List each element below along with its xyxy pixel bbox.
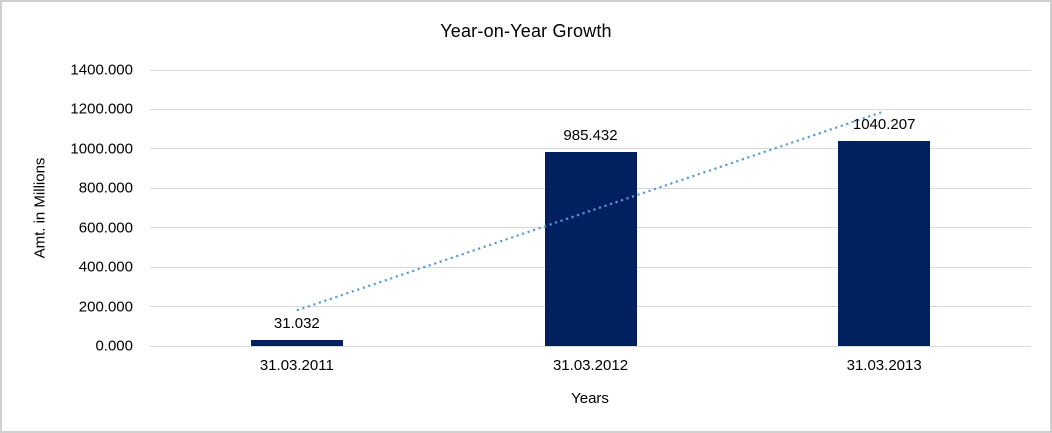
- gridline: [150, 345, 1031, 347]
- data-label: 31.032: [273, 314, 320, 332]
- x-tick-label: 31.03.2011: [259, 357, 334, 374]
- y-axis-tick-labels: 0.000 200.000 400.000 600.000 800.000 1000.00…: [2, 62, 133, 355]
- y-tick-label: 1000.000: [70, 140, 133, 158]
- x-axis-tick-labels: 31.03.2011 31.03.2012 31.03.2013: [150, 357, 1031, 377]
- x-axis-title: Years: [571, 390, 609, 407]
- y-tick-label: 600.000: [78, 219, 133, 237]
- y-tick-label: 1400.000: [70, 61, 133, 79]
- data-label: 985.432: [563, 126, 618, 144]
- gridline: [150, 69, 1031, 71]
- plot-area: 31.032 985.432 1040.207: [150, 69, 1031, 347]
- bar: [838, 140, 931, 346]
- gridline: [150, 148, 1031, 150]
- x-tick-label: 31.03.2013: [846, 357, 922, 374]
- chart-title: Year-on-Year Growth: [440, 21, 612, 41]
- y-tick-label: 800.000: [78, 179, 133, 197]
- data-label: 1040.207: [852, 115, 916, 133]
- bar: [250, 339, 343, 346]
- y-tick-label: 200.000: [78, 298, 133, 316]
- bar: [544, 151, 637, 346]
- trendline: [296, 110, 885, 312]
- y-tick-label: 1200.000: [70, 100, 133, 118]
- gridline: [150, 108, 1031, 110]
- y-tick-label: 400.000: [78, 258, 133, 276]
- y-tick-label: 0.000: [95, 337, 133, 355]
- x-tick-label: 31.03.2012: [552, 357, 629, 374]
